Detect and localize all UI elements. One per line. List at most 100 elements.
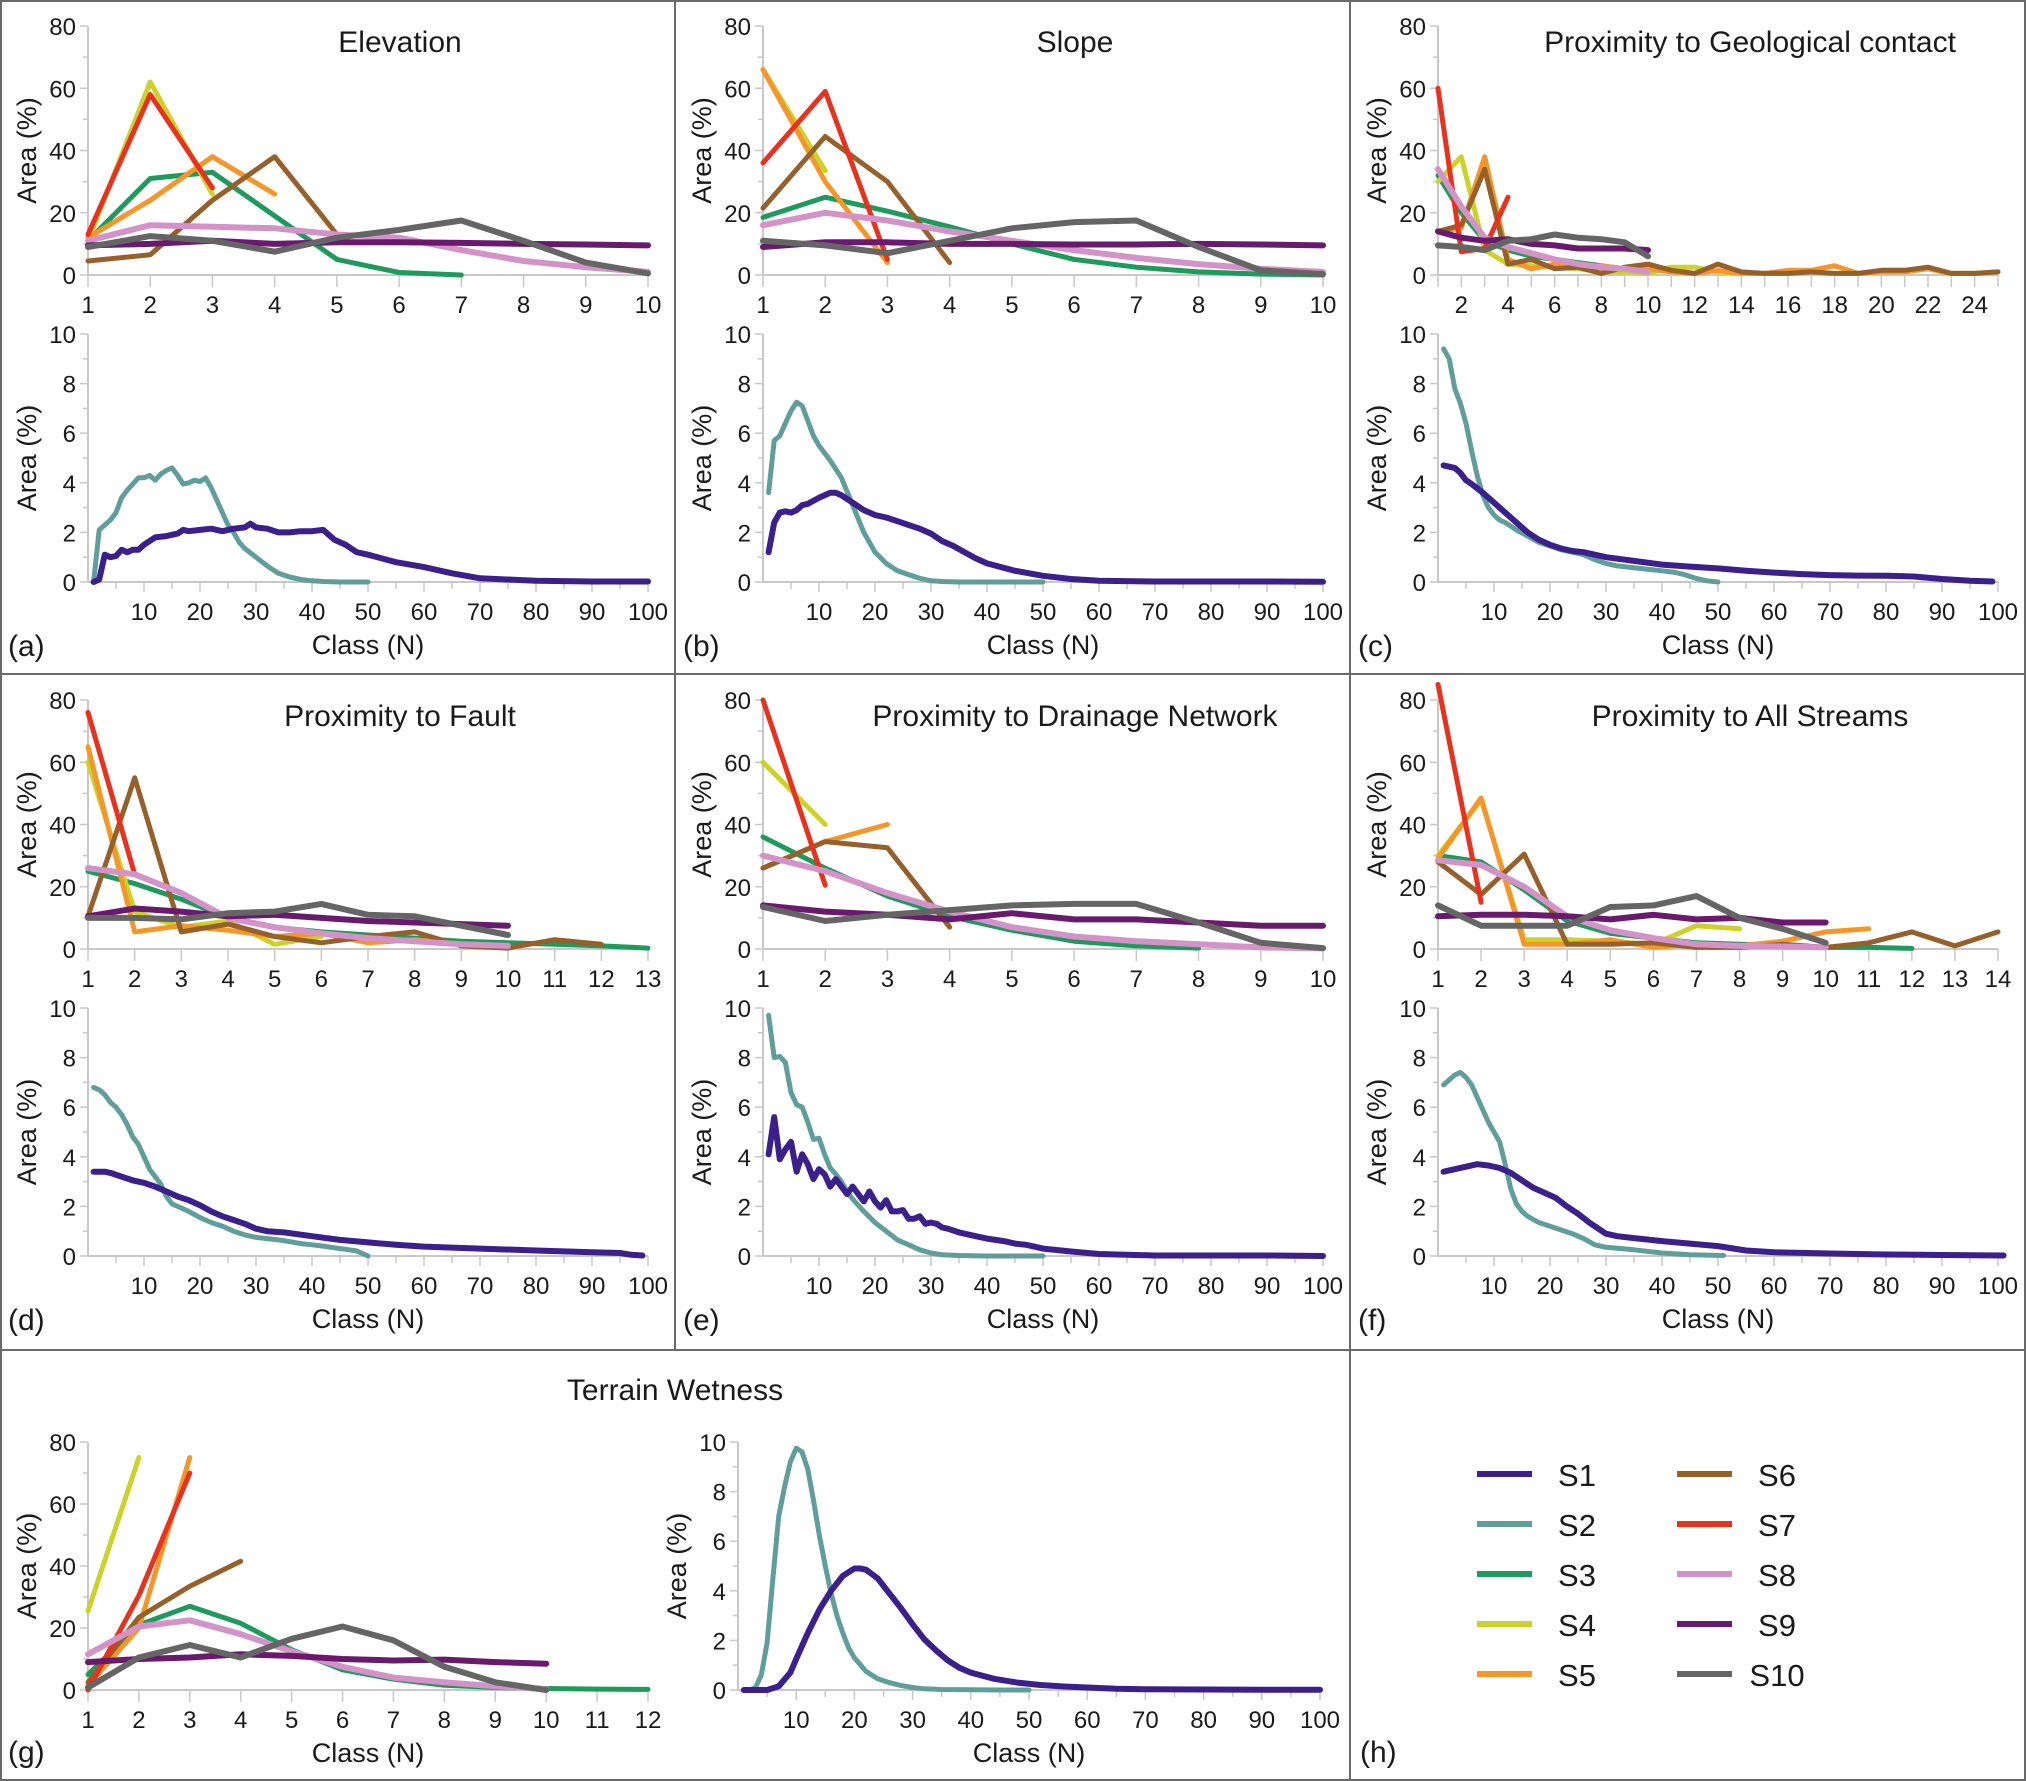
panel-c-lower-series-S2 bbox=[1441, 346, 1721, 585]
panel-c-upper-ylabel: Area (%) bbox=[1362, 97, 1392, 204]
panel-b-upper-series-S10 bbox=[760, 217, 1326, 278]
panel-b-upper-xtick-label: 6 bbox=[1067, 292, 1080, 319]
panel-a-upper-xtick-label: 1 bbox=[81, 292, 94, 319]
panel-g-lower-ylabel: Area (%) bbox=[662, 1513, 692, 1620]
panel-f-upper-ytick-label: 40 bbox=[1399, 813, 1426, 840]
panel-e-lower-xtick-label: 40 bbox=[974, 1273, 1001, 1300]
panel-f-lower-ytick-label: 8 bbox=[1413, 1046, 1426, 1073]
panel-d-upper-xtick-label: 12 bbox=[588, 966, 615, 993]
panel-c-lower-ytick-label: 0 bbox=[1413, 570, 1426, 597]
panel-c-lower-series-S1 bbox=[1440, 462, 1996, 585]
panel-f-upper-ytick-label: 80 bbox=[1399, 688, 1426, 715]
panel-a-lower-xtick-label: 20 bbox=[187, 599, 214, 626]
panel-g-lower-ytick-label: 2 bbox=[713, 1628, 726, 1655]
panel-label-h: (h) bbox=[1360, 1736, 1397, 1769]
panel-d-upper-ylabel: Area (%) bbox=[12, 771, 42, 878]
panel-b-lower-ytick-label: 8 bbox=[738, 372, 751, 399]
panel-d-upper-xtick-label: 9 bbox=[455, 966, 468, 993]
panel-c-upper-xtick-label: 6 bbox=[1548, 292, 1561, 319]
panel-e-lower-ylabel: Area (%) bbox=[687, 1079, 717, 1186]
panel-a-lower-series-S2 bbox=[91, 465, 371, 585]
panel-a-upper-xtick-label: 7 bbox=[455, 292, 468, 319]
panel-e-upper-series-S6 bbox=[760, 839, 953, 930]
panel-c-upper-series-S8 bbox=[1435, 166, 1651, 275]
panel-f-lower-xlabel: Class (N) bbox=[1662, 1304, 1775, 1334]
panel-g-lower-series-S2 bbox=[741, 1445, 1032, 1693]
panel-a-lower-xtick-label: 70 bbox=[467, 599, 494, 626]
panel-d-upper-xtick-label: 6 bbox=[315, 966, 328, 993]
panel-d-lower-xtick-label: 50 bbox=[355, 1273, 382, 1300]
panel-a-lower-ytick-label: 6 bbox=[63, 421, 76, 448]
panel-f-lower-ytick-label: 4 bbox=[1413, 1145, 1426, 1172]
legend-label-S6: S6 bbox=[1758, 1458, 1796, 1493]
panel-f-upper-series-S9 bbox=[1435, 911, 1829, 926]
legend-label-S3: S3 bbox=[1558, 1558, 1596, 1593]
panel-d-lower-xtick-label: 30 bbox=[243, 1273, 270, 1300]
panel-f-upper-xtick-label: 10 bbox=[1812, 966, 1839, 993]
panel-d-upper-ytick-label: 60 bbox=[49, 750, 76, 777]
panel-g-lower-xtick-label: 10 bbox=[783, 1707, 810, 1734]
panel-f-upper-xtick-label: 6 bbox=[1647, 966, 1660, 993]
panel-b-upper-xtick-label: 4 bbox=[943, 292, 956, 319]
panel-a-lower-xtick-label: 60 bbox=[411, 599, 438, 626]
panel-c: Proximity to Geological contact020406080… bbox=[1358, 14, 2018, 663]
panel-a-lower-series-S1 bbox=[90, 520, 651, 585]
panel-c-upper-xtick-label: 18 bbox=[1821, 292, 1848, 319]
panel-f-upper-xtick-label: 8 bbox=[1733, 966, 1746, 993]
panel-f-lower-xtick-label: 50 bbox=[1705, 1273, 1732, 1300]
panel-f-upper-series-S10 bbox=[1435, 893, 1829, 946]
panel-b-lower-xtick-label: 50 bbox=[1030, 599, 1057, 626]
panel-f-upper-series-S5 bbox=[1435, 795, 1872, 950]
panel-label-d: (d) bbox=[8, 1304, 45, 1337]
panel-d-lower-ytick-label: 6 bbox=[63, 1095, 76, 1122]
panel-e-upper-ytick-label: 20 bbox=[724, 875, 751, 902]
panel-b-lower-xtick-label: 10 bbox=[806, 599, 833, 626]
panel-c-lower-ytick-label: 4 bbox=[1413, 471, 1426, 498]
panel-a-upper-xtick-label: 3 bbox=[206, 292, 219, 319]
panel-e-upper-series-S3 bbox=[760, 834, 1202, 951]
panel-f-upper-xtick-label: 5 bbox=[1604, 966, 1617, 993]
panel-b-upper-xtick-label: 5 bbox=[1005, 292, 1018, 319]
panel-d-upper-xtick-label: 13 bbox=[635, 966, 662, 993]
panel-f-upper-xtick-label: 4 bbox=[1561, 966, 1574, 993]
panel-b-upper-xtick-label: 7 bbox=[1130, 292, 1143, 319]
panel-f-upper-series-S8 bbox=[1435, 857, 1829, 951]
panel-b-lower-xtick-label: 30 bbox=[918, 599, 945, 626]
panel-d-lower-xtick-label: 80 bbox=[523, 1273, 550, 1300]
panel-b-upper-xtick-label: 10 bbox=[1310, 292, 1337, 319]
panel-b-lower-ytick-label: 4 bbox=[738, 471, 751, 498]
panel-d-lower-xtick-label: 40 bbox=[299, 1273, 326, 1300]
panel-a-lower-ytick-label: 0 bbox=[63, 570, 76, 597]
panel-d-lower-xtick-label: 10 bbox=[131, 1273, 158, 1300]
panel-a-upper-series-S5 bbox=[85, 154, 278, 241]
panel-c-lower-xtick-label: 10 bbox=[1481, 599, 1508, 626]
panel-c-upper-xtick-label: 22 bbox=[1915, 292, 1942, 319]
panel-a-upper-series-S3 bbox=[85, 169, 464, 278]
panel-f-lower-ytick-label: 0 bbox=[1413, 1244, 1426, 1271]
panel-b-lower-ytick-label: 10 bbox=[724, 322, 751, 349]
panel-g-upper-xtick-label: 2 bbox=[132, 1707, 145, 1734]
panel-e-upper-ytick-label: 40 bbox=[724, 813, 751, 840]
panel-c-lower-xlabel: Class (N) bbox=[1662, 630, 1775, 660]
panel-e-lower-ytick-label: 4 bbox=[738, 1145, 751, 1172]
panel-f-lower-xtick-label: 30 bbox=[1593, 1273, 1620, 1300]
panel-b-upper-ytick-label: 0 bbox=[738, 263, 751, 290]
panel-e-upper-ytick-label: 80 bbox=[724, 688, 751, 715]
panel-f-upper-xtick-label: 1 bbox=[1431, 966, 1444, 993]
panel-b-lower-xtick-label: 70 bbox=[1142, 599, 1169, 626]
panel-b-upper-xtick-label: 3 bbox=[881, 292, 894, 319]
panel-c-lower-xtick-label: 40 bbox=[1649, 599, 1676, 626]
panel-g-upper-series-S4 bbox=[85, 1455, 142, 1614]
panel-b-upper-ylabel: Area (%) bbox=[687, 97, 717, 204]
panel-e-lower-ytick-label: 0 bbox=[738, 1244, 751, 1271]
panel-g-upper-ylabel: Area (%) bbox=[12, 1513, 42, 1620]
panel-c-upper-xtick-label: 24 bbox=[1961, 292, 1988, 319]
panel-g-lower-ytick-label: 10 bbox=[699, 1430, 726, 1457]
panel-d-lower-xtick-label: 90 bbox=[579, 1273, 606, 1300]
panel-e-upper-series-S9 bbox=[760, 902, 1326, 929]
